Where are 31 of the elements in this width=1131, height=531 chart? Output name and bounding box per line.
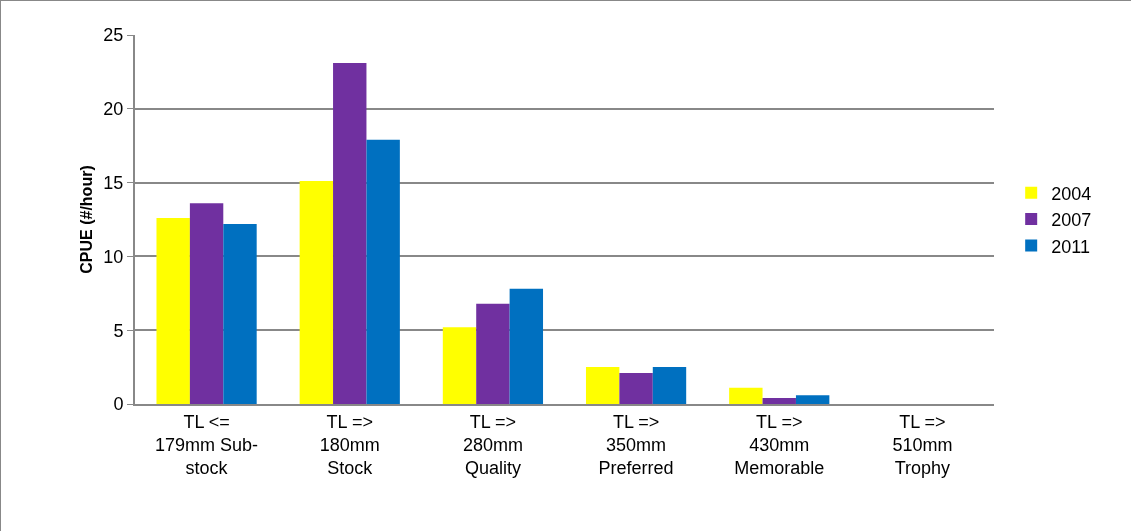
bar [333,63,367,404]
y-tick-label: 5 [113,320,124,341]
bar [762,398,796,404]
y-tick-label: 15 [103,172,124,193]
x-tick-label: TL => 510mm Trophy [892,411,953,479]
bar [795,395,830,404]
bar [156,218,190,404]
bar [729,387,763,404]
y-tick-label: 10 [103,246,124,267]
y-tick-label: 20 [103,99,124,120]
bar [366,139,400,404]
x-tick-label: TL => 430mm Memorable [734,411,825,479]
bar [189,203,224,404]
x-tick-label: TL => 180mm Stock [319,411,380,479]
y-tick-label: 25 [103,25,124,46]
y-tick-label: 0 [113,394,124,415]
x-tick-label: TL => 280mm Quality [462,411,523,479]
bar [585,367,620,404]
x-tick-label: TL => 350mm Preferred [598,411,674,479]
legend-label: 2011 [1051,236,1090,257]
x-tick-label: TL <= 179mm Sub- stock [155,411,259,479]
legend-label: 2004 [1051,183,1092,204]
bar [442,327,477,404]
y-axis-title: CPUE (#/hour) [78,165,95,274]
bar [509,288,544,404]
bar [223,223,257,404]
bar [652,367,687,404]
legend-label: 2007 [1051,210,1092,231]
bar [476,303,510,404]
bar [619,373,653,404]
bar [299,181,334,404]
